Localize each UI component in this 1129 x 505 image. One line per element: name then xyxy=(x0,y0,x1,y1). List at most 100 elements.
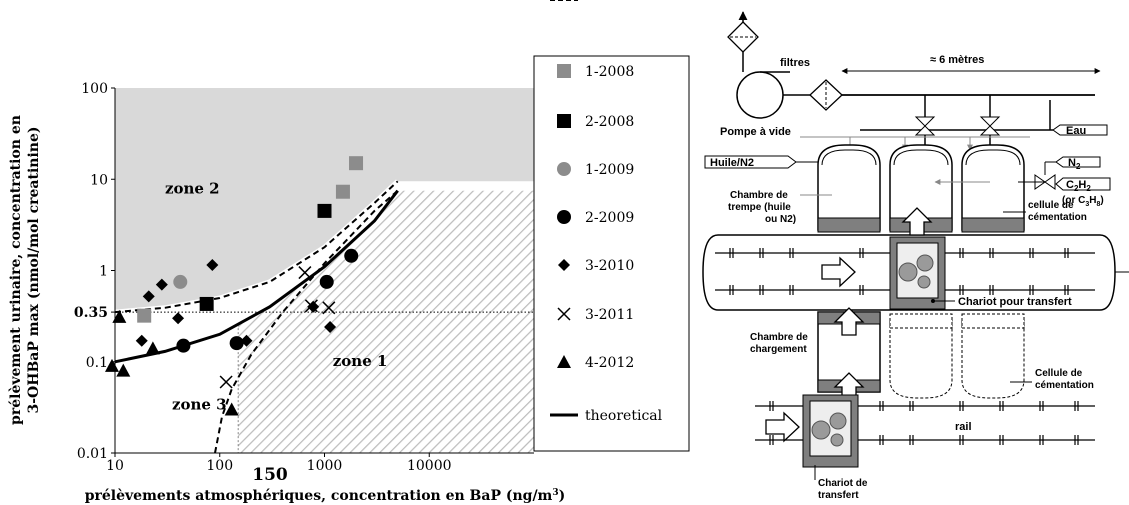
legend: 1-2008 2-2008 1-2009 2-2009 3-2010 3-2011 4-20… xyxy=(533,0,690,452)
legend-label: 3-2011 xyxy=(585,307,634,323)
data-point xyxy=(199,296,214,311)
rail-label: rail xyxy=(955,421,972,433)
legend-label: 1-2008 xyxy=(585,64,634,80)
legend-marker xyxy=(557,162,571,176)
data-point xyxy=(137,308,152,323)
cellule-de-cementation-top xyxy=(961,144,1025,231)
x-tick-label: 1000 xyxy=(307,458,343,474)
theoretical-curves xyxy=(114,180,399,454)
cellule-de-cementation-bottom xyxy=(889,320,953,399)
data-point xyxy=(322,301,336,315)
n2-label: N2 xyxy=(1068,157,1081,171)
data-point xyxy=(142,290,155,303)
valve-icon xyxy=(979,116,1001,136)
legend-marker xyxy=(557,64,571,78)
legend-label: SD xyxy=(585,0,606,4)
legend-label: 2-2009 xyxy=(585,210,634,226)
legend-label: theoretical xyxy=(585,408,663,424)
filtres-label: filtres xyxy=(780,57,810,69)
svg-text:chargement: chargement xyxy=(750,344,807,355)
gear-icon xyxy=(898,262,918,282)
y-tick-label: 1 xyxy=(99,264,108,280)
data-point xyxy=(145,341,160,355)
cellule-de-cementation-top xyxy=(889,144,953,231)
zone-1-area xyxy=(238,190,534,453)
cellule-bottom-label: Cellule de xyxy=(1035,368,1083,379)
data-point xyxy=(219,375,233,389)
arrow-right-icon xyxy=(765,411,800,443)
y-tick-label: 0.1 xyxy=(86,355,108,371)
theoretical-sd-lower-curve xyxy=(214,189,399,454)
data-point xyxy=(135,334,148,347)
chariot-transfert-label: Chariot pour transfert xyxy=(958,296,1072,308)
gear-icon xyxy=(830,433,844,447)
n2-tag xyxy=(1055,156,1101,168)
distance-label: ≈ 6 mètres xyxy=(930,54,984,66)
data-point xyxy=(206,258,219,271)
zone-2-area xyxy=(115,88,534,313)
legend-marker xyxy=(557,355,571,368)
gear-icon xyxy=(917,275,931,289)
data-point xyxy=(224,402,239,416)
legend-label: 4-2012 xyxy=(585,355,634,371)
y-tick-label: 0.35 xyxy=(74,305,108,321)
x-axis-label: prélèvements atmosphériques, concentrati… xyxy=(85,488,566,504)
chargement-label: Chambre de xyxy=(750,332,808,343)
data-point xyxy=(349,156,364,171)
eau-label: Eau xyxy=(1066,125,1086,137)
c2h2-label: C2H2 xyxy=(1066,179,1091,193)
vacuum-pump-icon xyxy=(736,71,784,119)
data-points xyxy=(105,156,364,416)
data-point xyxy=(304,299,318,313)
data-point xyxy=(324,321,337,334)
arrow-right-icon xyxy=(821,256,856,288)
svg-text:ou N2): ou N2) xyxy=(765,214,796,225)
data-point xyxy=(173,274,188,289)
data-point xyxy=(319,274,334,289)
arrow-up-icon xyxy=(901,207,933,236)
pompe-label: Pompe à vide xyxy=(720,126,791,138)
c3h8-label: (or C3H8) xyxy=(1062,195,1104,208)
data-point xyxy=(116,363,131,377)
legend-label: 3-2010 xyxy=(585,258,634,274)
cellule-de-cementation-bottom xyxy=(961,320,1025,399)
y-tick-label: 10 xyxy=(90,172,108,188)
gear-icon xyxy=(916,254,934,272)
gear-icon xyxy=(829,412,847,430)
data-point xyxy=(344,248,359,263)
data-point xyxy=(317,203,332,218)
data-point xyxy=(240,334,253,347)
data-point xyxy=(335,184,350,199)
svg-text:trempe (huile: trempe (huile xyxy=(728,202,791,213)
zone-label: zone 1 xyxy=(333,352,388,370)
gear-icon xyxy=(811,420,831,440)
x-threshold-label: 150 xyxy=(252,465,288,485)
y-axis-label-line1: prélèvement urinaire, concentration en xyxy=(8,115,24,425)
data-point xyxy=(112,309,127,323)
legend-label: 2-2008 xyxy=(585,114,634,130)
x-tick-label: 10000 xyxy=(407,458,452,474)
svg-text:cémentation: cémentation xyxy=(1028,212,1087,223)
huile-n2-tag xyxy=(704,155,797,169)
theoretical-curve xyxy=(114,189,399,364)
svg-text:transfert: transfert xyxy=(818,490,859,501)
c2h2-tag xyxy=(1055,177,1111,191)
y-tick-label: 0.01 xyxy=(77,446,108,462)
process-diagram: filtres ≈ 6 mètres Pompe à vide Eau N2 C… xyxy=(702,11,1129,501)
axis-ticks: 10 100 1000 10000 0.01 0.1 0.35 1 10 100 xyxy=(74,81,452,474)
legend-marker xyxy=(558,259,570,271)
legend-marker xyxy=(557,210,571,224)
arrow-up-icon xyxy=(833,307,865,336)
x-tick-label: 100 xyxy=(206,458,233,474)
chambre-de-trempe xyxy=(817,144,881,231)
y-tick-label: 100 xyxy=(81,81,108,97)
data-point xyxy=(172,312,185,325)
legend-label: 1-2009 xyxy=(585,162,634,178)
y-axis-label-line2: 3-OHBaP max (nmol/mol creatinine) xyxy=(26,127,42,414)
zone-labels: zone 1 zone 2 zone 3 xyxy=(165,179,387,413)
data-point xyxy=(229,336,244,351)
valve-icon xyxy=(914,116,936,136)
zone-label: zone 2 xyxy=(165,179,220,197)
zone-label: zone 3 xyxy=(172,395,227,413)
